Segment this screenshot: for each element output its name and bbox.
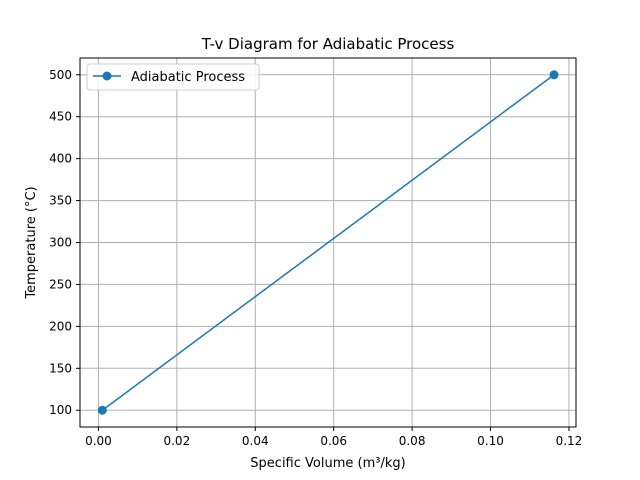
- y-tick-label: 100: [49, 403, 72, 417]
- y-tick-label: 150: [49, 361, 72, 375]
- data-point: [97, 405, 107, 415]
- x-tick-label: 0.06: [320, 434, 347, 448]
- y-tick-label: 350: [49, 194, 72, 208]
- y-tick-label: 300: [49, 236, 72, 250]
- y-tick-label: 450: [49, 110, 72, 124]
- y-tick-label: 500: [49, 68, 72, 82]
- data-point: [549, 70, 559, 80]
- x-tick-label: 0.00: [85, 434, 112, 448]
- y-tick-label: 250: [49, 277, 72, 291]
- grid: [80, 58, 576, 427]
- legend: Adiabatic Process: [86, 63, 260, 91]
- legend-label: Adiabatic Process: [131, 70, 245, 85]
- y-tick-label: 200: [49, 319, 72, 333]
- series-line: [101, 74, 555, 411]
- x-tick-label: 0.02: [163, 434, 190, 448]
- legend-marker: [102, 71, 112, 81]
- x-tick-label: 0.04: [242, 434, 269, 448]
- x-tick-label: 0.12: [556, 434, 583, 448]
- x-axis: 0.00 0.02 0.04 0.06 0.08 0.10 0.12: [85, 427, 582, 448]
- x-tick-label: 0.08: [399, 434, 426, 448]
- x-axis-label: Specific Volume (m³/kg): [250, 456, 405, 471]
- legend-box: [86, 63, 260, 91]
- y-tick-label: 400: [49, 152, 72, 166]
- y-axis: 100 150 200 250 300 350 400 450 500: [49, 68, 80, 417]
- series-layer: [97, 70, 559, 415]
- chart-title: T-v Diagram for Adiabatic Process: [201, 35, 455, 53]
- x-tick-label: 0.10: [477, 434, 504, 448]
- y-axis-label: Temperature (°C): [24, 186, 39, 299]
